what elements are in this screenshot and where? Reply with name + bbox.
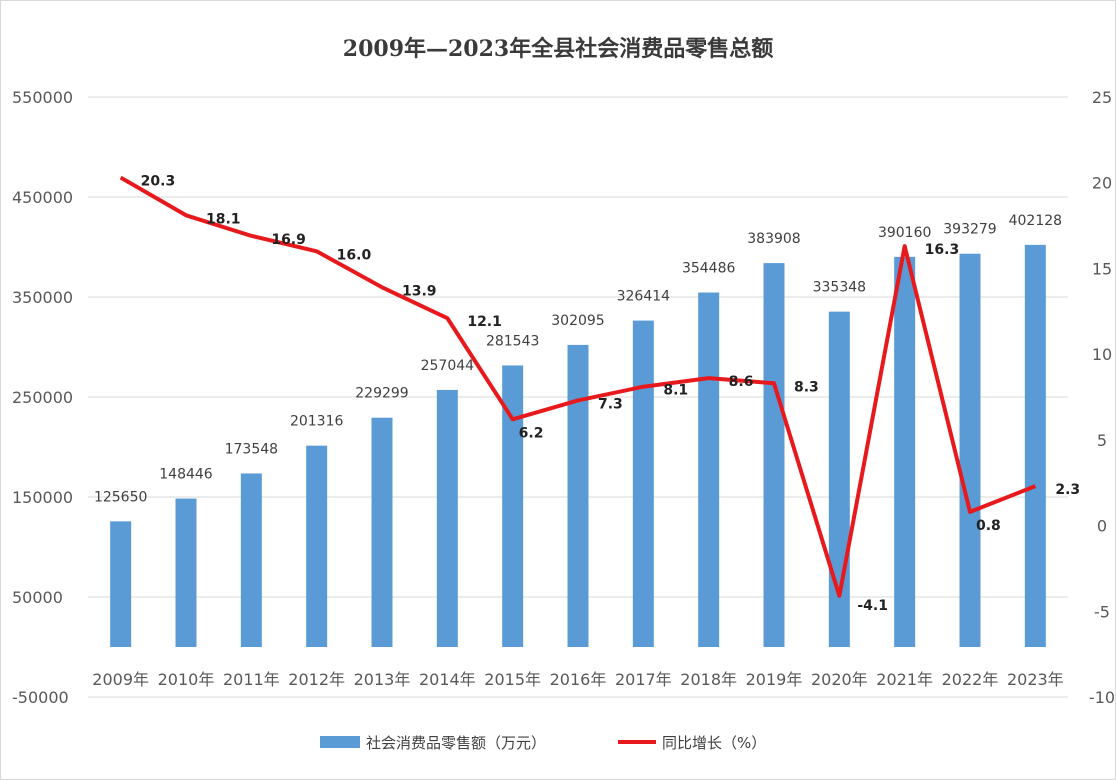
right-axis-tick-label: 20 — [1092, 174, 1112, 193]
x-axis-tick-label: 2017年 — [615, 670, 672, 689]
line-data-label: 2.3 — [1055, 482, 1080, 498]
right-axis: 25 20 15 10 5 0 -5 -10 — [1089, 88, 1115, 707]
bar-data-label: 402128 — [1009, 213, 1062, 229]
bar-data-label: 354486 — [682, 261, 736, 277]
line-data-label: 16.9 — [271, 232, 306, 248]
bar — [698, 292, 720, 647]
bar-data-label: 257044 — [421, 358, 475, 374]
bar — [567, 344, 589, 647]
line-data-label: 8.1 — [663, 383, 688, 399]
legend: 社会消费品零售额（万元） 同比增长（%） — [320, 734, 766, 752]
bar-data-label: 173548 — [225, 441, 278, 457]
x-axis-tick-label: 2019年 — [746, 670, 803, 689]
x-axis-tick-label: 2023年 — [1007, 670, 1064, 689]
bar-data-label: 393279 — [943, 222, 996, 238]
bar — [502, 365, 524, 647]
growth-line — [119, 175, 1037, 598]
legend-bar-swatch — [320, 736, 360, 748]
bar — [1024, 244, 1046, 647]
bar — [436, 389, 458, 647]
x-axis-tick-label: 2009年 — [92, 670, 149, 689]
bar — [763, 263, 785, 647]
bar — [175, 498, 197, 647]
bar — [371, 417, 393, 647]
bar-data-labels: 125650 148446 173548 201316 229299 257044 2815… — [94, 213, 1062, 505]
x-axis-tick-label: 2010年 — [158, 670, 215, 689]
left-axis-tick-label: 550000 — [12, 88, 73, 107]
bar-data-label: 326414 — [617, 289, 671, 305]
bar-data-label: 229299 — [355, 386, 408, 402]
line-data-label: 20.3 — [141, 174, 176, 190]
right-axis-tick-label: 5 — [1097, 431, 1107, 450]
legend-line-label: 同比增长（%） — [662, 734, 766, 752]
line-data-labels: 20.3 18.1 16.9 16.0 13.9 12.1 6.2 7.3 8.1 8.6 8.3 -… — [141, 174, 1080, 614]
bar-data-label: 281543 — [486, 333, 539, 349]
x-axis-tick-label: 2013年 — [354, 670, 411, 689]
bar — [959, 253, 981, 647]
x-axis: 2009年 2010年 2011年 2012年 2013年 2014年 2015年 2016年… — [92, 670, 1063, 689]
line-series — [119, 175, 1037, 598]
legend-bar-label: 社会消费品零售额（万元） — [366, 734, 546, 752]
line-data-label: 8.6 — [729, 374, 754, 390]
line-data-label: 16.0 — [337, 247, 372, 263]
x-axis-tick-label: 2020年 — [811, 670, 868, 689]
right-axis-tick-label: 25 — [1092, 88, 1112, 107]
line-data-label: 6.2 — [519, 425, 544, 441]
bar — [894, 256, 916, 647]
right-axis-tick-label: -5 — [1094, 602, 1110, 621]
left-axis-tick-label: 350000 — [12, 288, 73, 307]
line-data-label: 13.9 — [402, 283, 437, 299]
left-axis-tick-label: 250000 — [12, 388, 73, 407]
x-axis-tick-label: 2016年 — [550, 670, 607, 689]
right-axis-tick-label: 10 — [1092, 345, 1112, 364]
bar-data-label: 302095 — [551, 313, 604, 329]
x-axis-tick-label: 2022年 — [942, 670, 999, 689]
left-axis: 550000 450000 350000 250000 150000 50000 -5000… — [12, 88, 73, 707]
line-data-label: 0.8 — [976, 518, 1001, 534]
bar-data-label: 383908 — [747, 231, 800, 247]
bar-data-label: 125650 — [94, 489, 147, 505]
x-axis-tick-label: 2015年 — [484, 670, 541, 689]
right-axis-tick-label: -10 — [1089, 688, 1115, 707]
line-data-label: 18.1 — [206, 211, 241, 227]
line-data-label: 12.1 — [467, 314, 502, 330]
right-axis-tick-label: 0 — [1097, 517, 1107, 536]
left-axis-tick-label: -50000 — [12, 688, 69, 707]
x-axis-tick-label: 2012年 — [288, 670, 345, 689]
bar-data-label: 201316 — [290, 414, 344, 430]
line-data-label: 8.3 — [794, 379, 819, 395]
left-axis-tick-label: 450000 — [12, 188, 73, 207]
bar — [306, 445, 328, 647]
x-axis-tick-label: 2021年 — [876, 670, 933, 689]
x-axis-tick-label: 2014年 — [419, 670, 476, 689]
line-data-label: 7.3 — [598, 396, 623, 412]
left-axis-tick-label: 150000 — [12, 488, 73, 507]
bar-data-label: 148446 — [159, 467, 213, 483]
line-data-label: 16.3 — [925, 242, 960, 258]
line-data-label: -4.1 — [857, 598, 888, 614]
x-axis-tick-label: 2018年 — [680, 670, 737, 689]
bar-series — [110, 244, 1046, 647]
bar — [240, 473, 262, 647]
chart-title: 2009年—2023年全县社会消费品零售总额 — [343, 36, 773, 62]
x-axis-tick-label: 2011年 — [223, 670, 280, 689]
bar — [110, 521, 132, 647]
bar-data-label: 390160 — [878, 225, 931, 241]
bar-data-label: 335348 — [813, 280, 866, 296]
bar — [632, 320, 654, 647]
left-axis-tick-label: 50000 — [12, 588, 63, 607]
right-axis-tick-label: 15 — [1092, 259, 1112, 278]
